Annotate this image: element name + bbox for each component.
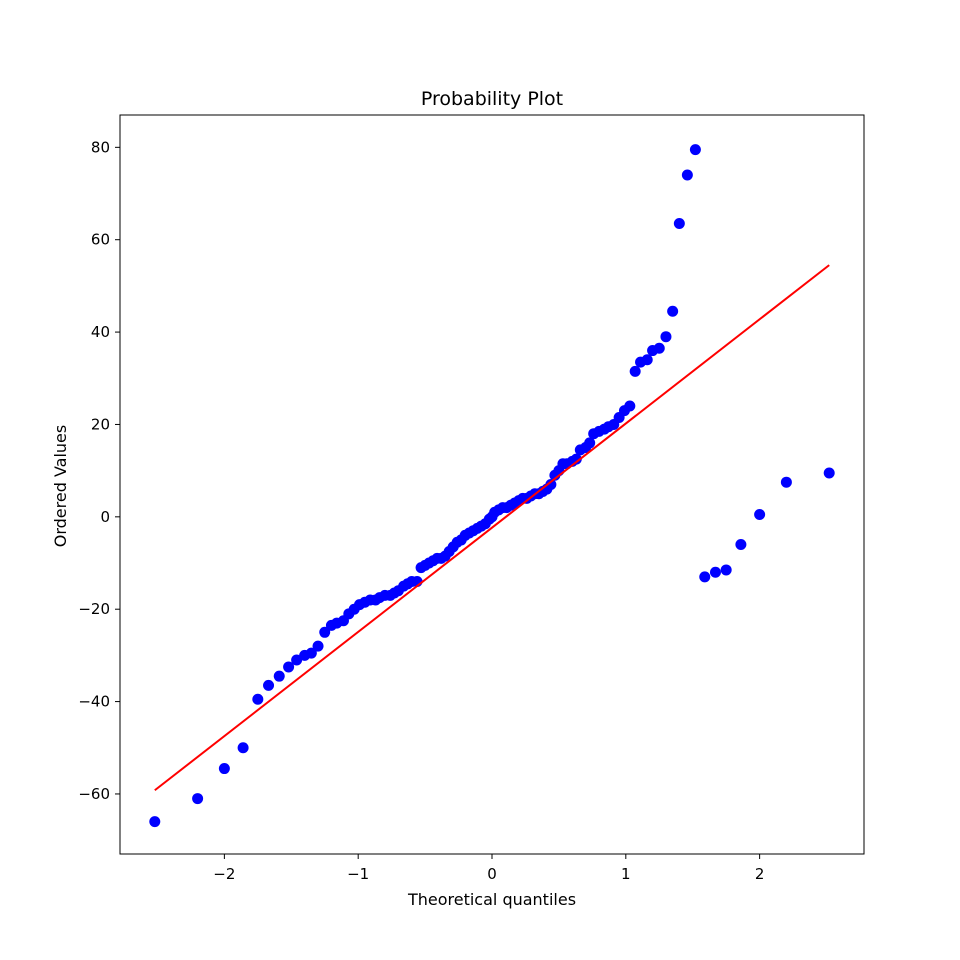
data-point xyxy=(252,693,264,705)
x-axis-label: Theoretical quantiles xyxy=(407,890,576,909)
data-point xyxy=(192,793,204,805)
x-tick-label: 2 xyxy=(755,865,765,883)
data-point xyxy=(735,539,747,551)
data-point xyxy=(660,331,672,343)
y-tick-label: −40 xyxy=(78,693,110,711)
data-point xyxy=(545,479,557,490)
data-point xyxy=(641,354,653,366)
fit-line xyxy=(154,264,830,792)
y-tick-label: 60 xyxy=(91,231,110,249)
data-point xyxy=(689,144,701,156)
data-point xyxy=(312,640,324,652)
plot-frame xyxy=(119,114,865,855)
data-point xyxy=(570,453,582,465)
data-point xyxy=(681,169,693,181)
data-point xyxy=(709,566,721,578)
data-point xyxy=(305,647,317,659)
x-tick-label: −1 xyxy=(347,865,369,883)
x-tick-label: −2 xyxy=(213,865,235,883)
data-point xyxy=(291,654,303,666)
y-tick-label: −60 xyxy=(78,785,110,803)
x-tick-label: 0 xyxy=(487,865,497,883)
y-tick-label: 20 xyxy=(91,415,110,433)
data-point xyxy=(218,763,230,775)
data-point xyxy=(754,509,766,521)
data-point xyxy=(780,476,792,488)
data-point xyxy=(823,467,835,479)
data-point xyxy=(673,218,685,230)
data-point xyxy=(273,670,285,682)
data-point xyxy=(584,437,596,449)
chart-title: Probability Plot xyxy=(421,88,563,110)
data-point xyxy=(263,679,275,691)
y-axis: −60 −40 −20 0 20 40 60 80 xyxy=(78,138,120,803)
data-point xyxy=(149,816,161,828)
y-tick-label: 80 xyxy=(91,138,110,156)
plot-area xyxy=(149,144,835,828)
data-point xyxy=(699,571,711,583)
data-point xyxy=(283,661,295,673)
data-point xyxy=(319,626,331,638)
y-axis-label: Ordered Values xyxy=(51,425,70,547)
y-tick-label: 0 xyxy=(100,508,110,526)
data-point xyxy=(653,342,665,354)
y-tick-label: 40 xyxy=(91,323,110,341)
x-tick-label: 1 xyxy=(621,865,631,883)
x-axis: −2 −1 0 1 2 xyxy=(213,854,764,883)
data-point xyxy=(629,365,641,377)
data-point xyxy=(720,564,732,576)
data-point xyxy=(624,400,636,412)
y-tick-label: −20 xyxy=(78,600,110,618)
data-point xyxy=(237,742,249,754)
data-point xyxy=(667,305,679,317)
